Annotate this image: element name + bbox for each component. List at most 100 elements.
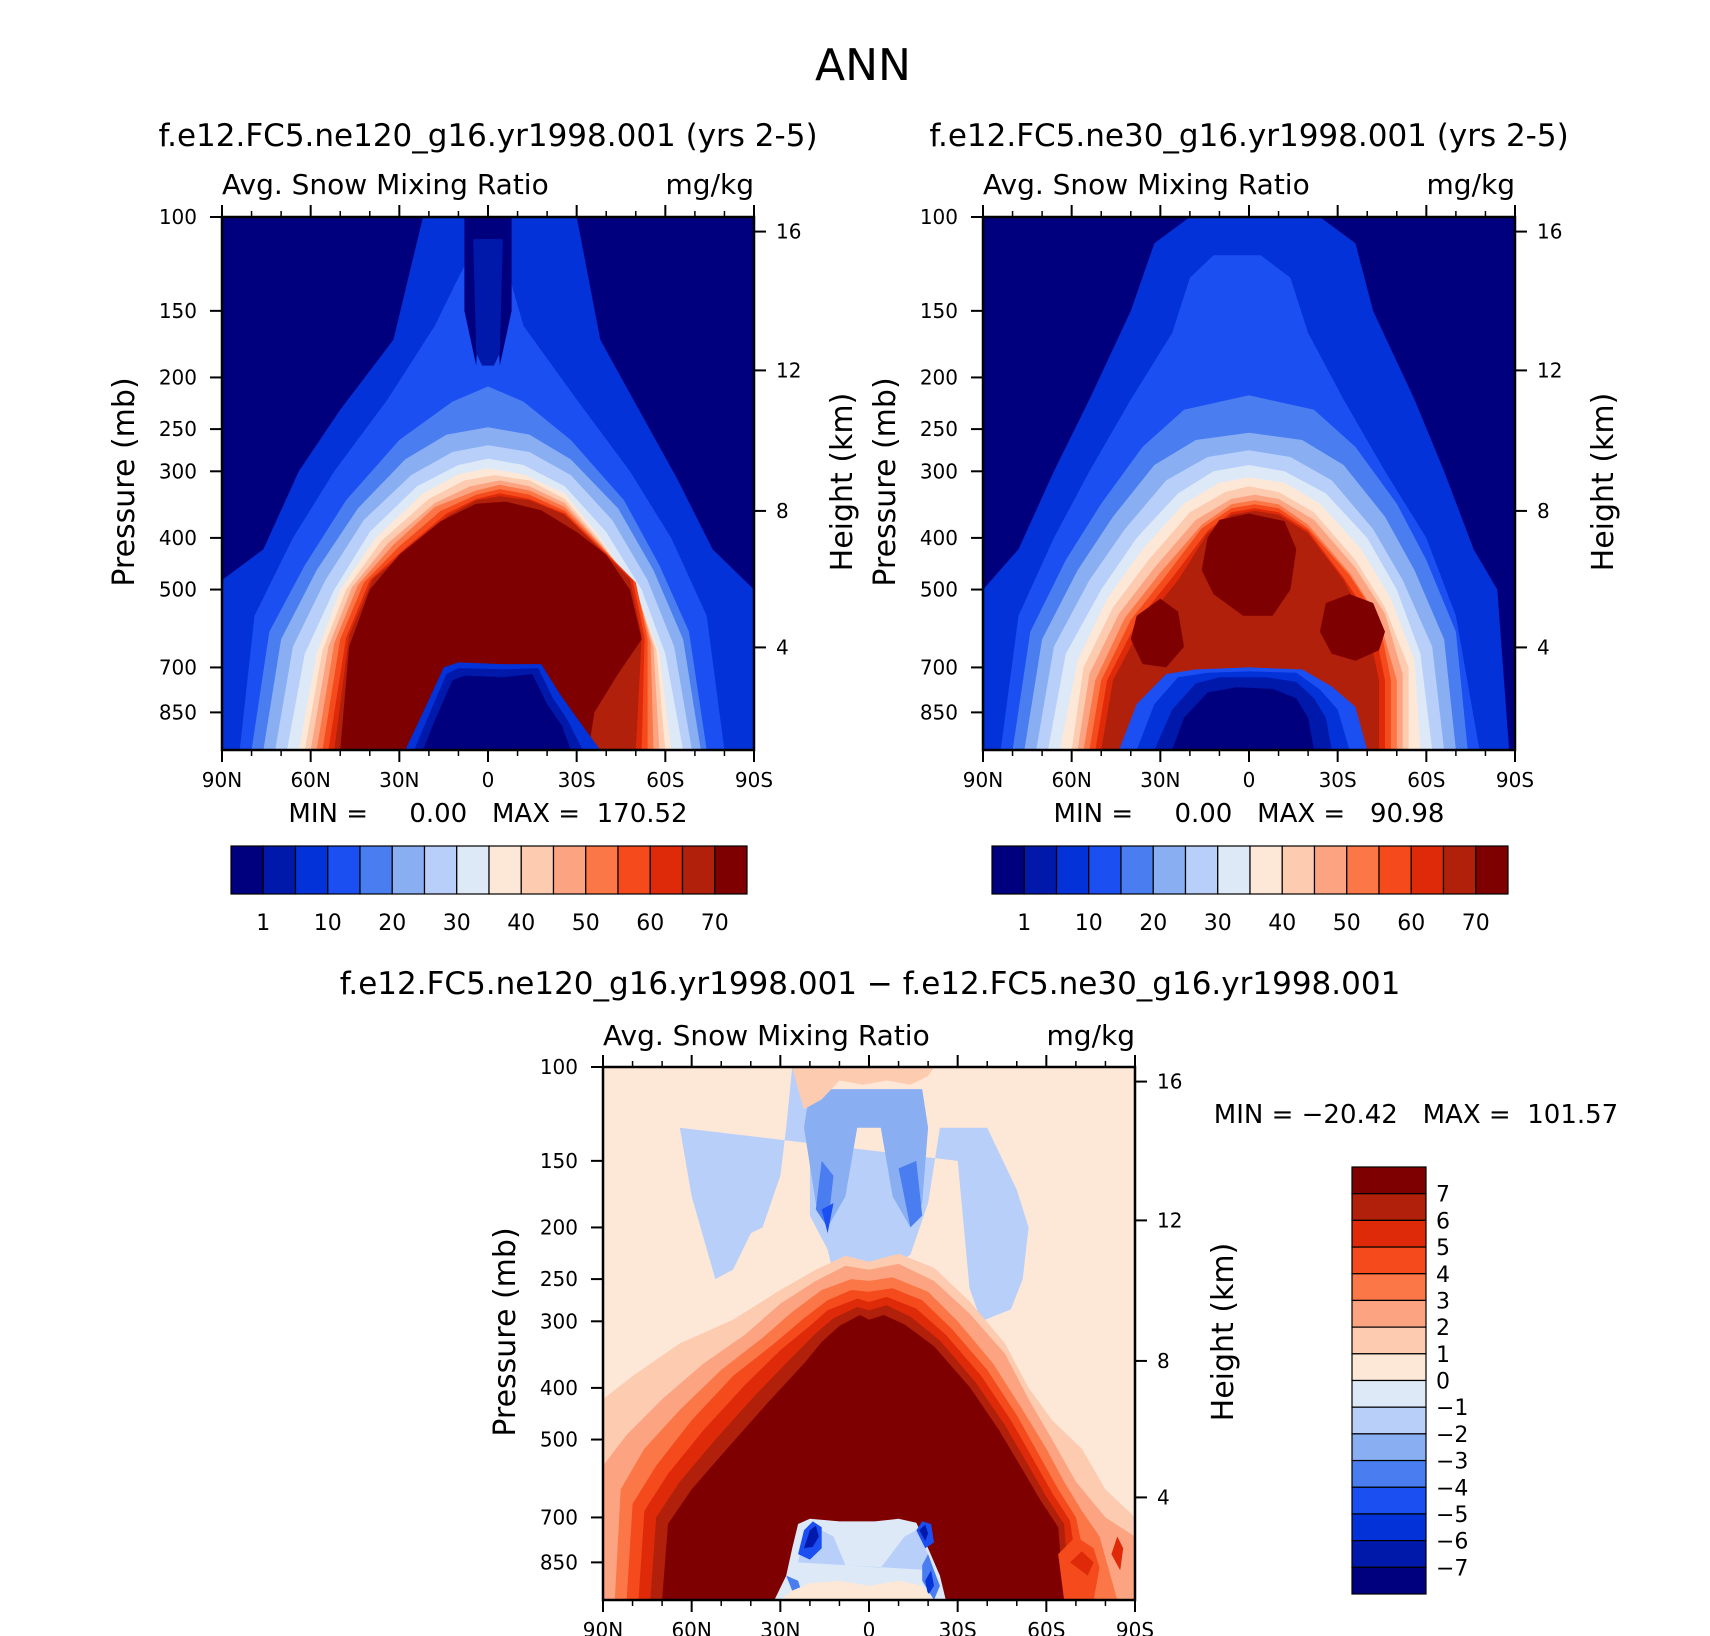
contour-region [780,1580,934,1600]
x-tick-label: 0 [482,768,495,792]
y-tick-label: 850 [540,1550,578,1574]
y-axis-title: Pressure (mb) [868,377,903,586]
panel-3-stats: MIN = −20.42 MAX = 101.57 [1214,1100,1618,1130]
colorbar-swatch [294,845,329,895]
x-tick-label: 30N [379,768,419,792]
y2-tick-label: 4 [1537,635,1550,659]
colorbar-swatch [1346,845,1380,895]
x-tick-label: 60S [646,768,684,792]
x-tick-label: 30N [1140,768,1180,792]
contour-region [473,239,503,366]
colorbar-label: 60 [636,911,664,936]
y-tick-label: 150 [920,299,958,323]
x-tick-label: 60S [1407,768,1445,792]
colorbar-swatch [1351,1566,1427,1595]
colorbar-swatch [1217,845,1251,895]
y-tick-label: 300 [920,459,958,483]
contour-region [925,1570,934,1596]
contour-region [662,1315,1065,1600]
colorbar-label: 40 [1268,911,1296,936]
y-axis-title: Pressure (mb) [107,377,142,586]
panel-1: f.e12.FC5.ne120_g16.yr1998.001 (yrs 2-5)… [107,118,860,936]
x-tick-label: 60N [671,1618,711,1636]
colorbar-label: 3 [1436,1289,1450,1314]
y2-tick-label: 12 [1537,358,1562,382]
colorbar-label: 1 [256,911,270,936]
y2-tick-label: 8 [1157,1349,1170,1373]
colorbar-swatch [1351,1353,1427,1382]
x-tick-label: 90S [1116,1618,1154,1636]
colorbar-label: 10 [314,911,342,936]
colorbar-label: −4 [1436,1476,1468,1501]
colorbar-swatch [1120,845,1154,895]
contour-region [340,501,642,750]
x-tick-label: 30S [1319,768,1357,792]
y2-tick-label: 12 [1157,1208,1182,1232]
y-tick-label: 100 [540,1055,578,1079]
panel-1-case-title: f.e12.FC5.ne120_g16.yr1998.001 (yrs 2-5) [158,118,817,154]
panel-3-variable-label: Avg. Snow Mixing Ratio [603,1019,930,1052]
y2-tick-label: 16 [1537,220,1562,244]
colorbar-label: 20 [1139,911,1167,936]
y2-tick-label: 4 [776,635,789,659]
y-tick-label: 200 [540,1215,578,1239]
y-tick-label: 400 [540,1376,578,1400]
y2-tick-label: 16 [1157,1070,1182,1094]
y2-tick-label: 16 [776,220,801,244]
contour-region [1201,513,1297,616]
colorbar-swatch [1152,845,1187,895]
x-tick-label: 60N [1051,768,1091,792]
y-tick-label: 850 [159,700,197,724]
colorbar-label: 7 [1436,1183,1450,1208]
colorbar-swatch [488,845,522,895]
colorbar-swatch [649,845,684,895]
colorbar-label: 5 [1436,1236,1450,1261]
colorbar-label: 70 [1462,911,1490,936]
y2-axis-title: Height (km) [1206,1243,1241,1422]
contour-region [1130,598,1184,668]
y-tick-label: 700 [159,655,197,679]
x-tick-label: 30N [760,1618,800,1636]
contour-region [1319,594,1385,661]
colorbar-swatch [327,845,361,895]
panel-2-case-title: f.e12.FC5.ne30_g16.yr1998.001 (yrs 2-5) [929,118,1568,154]
panel-1-stats: MIN = 0.00 MAX = 170.52 [288,799,687,829]
contour-region [798,1527,934,1571]
contour-region [804,1089,929,1228]
colorbar-swatch [520,845,555,895]
colorbar-label: −2 [1436,1423,1468,1448]
y2-axis-title: Height (km) [1586,393,1621,572]
figure-title: ANN [815,40,911,91]
y2-axis-title: Height (km) [825,393,860,572]
panel-1-variable-label: Avg. Snow Mixing Ratio [222,168,549,201]
y2-tick-label: 12 [776,358,801,382]
colorbar-swatch [456,845,490,895]
panel-2-variable-label: Avg. Snow Mixing Ratio [983,168,1310,201]
colorbar-swatch [1351,1513,1427,1542]
contour-region [1111,1536,1124,1571]
colorbar-label: −5 [1436,1503,1468,1528]
y-tick-label: 150 [159,299,197,323]
colorbar-swatch [1351,1540,1427,1568]
colorbar-swatch [1410,845,1445,895]
contour-region [1172,687,1314,750]
colorbar-swatch [1351,1299,1427,1328]
contour-region [679,1067,1029,1322]
colorbar-label: 0 [1436,1370,1450,1395]
y-tick-label: 250 [159,417,197,441]
colorbar-swatch [391,845,426,895]
colorbar-swatch [991,845,1025,895]
colorbar-swatch [585,845,619,895]
colorbar-swatch [1281,845,1316,895]
y-tick-label: 100 [159,205,197,229]
colorbar-swatch [1313,845,1348,895]
colorbar-swatch [230,845,264,895]
colorbar-label: 1 [1017,911,1031,936]
colorbar-swatch [1351,1273,1427,1302]
y-tick-label: 850 [920,700,958,724]
y-tick-label: 500 [920,578,958,602]
y-tick-label: 250 [540,1267,578,1291]
colorbar-label: 30 [443,911,471,936]
panel-2-stats: MIN = 0.00 MAX = 90.98 [1054,799,1445,829]
colorbar-swatch [1351,1219,1427,1248]
